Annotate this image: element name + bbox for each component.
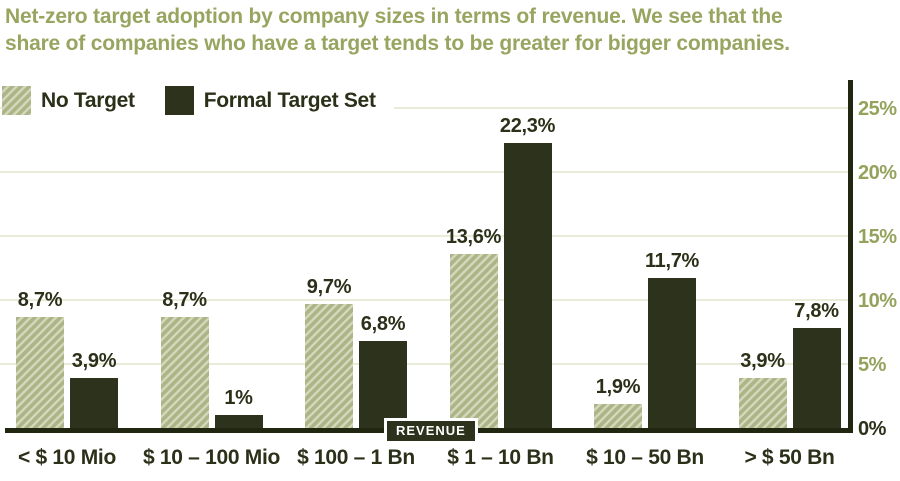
legend-label-formal-target-set: Formal Target Set: [203, 88, 376, 112]
bar-formal-target-5: [648, 278, 696, 428]
gridline-20: [0, 171, 848, 173]
bar-formal-target-2: [214, 415, 263, 428]
bar-formal-target-3: [359, 341, 407, 428]
y-tick-label-25: 25%: [858, 98, 897, 120]
bar-no-target-4: [449, 254, 498, 428]
x-axis-label-2: $ 10 – 100 Mio: [142, 446, 281, 469]
bar-value-label: 9,7%: [306, 276, 352, 298]
bar-value-label: 22,3%: [499, 115, 556, 137]
legend-label-no-target: No Target: [41, 88, 135, 112]
bar-value-label: 1%: [224, 387, 253, 409]
bar-formal-target-6: [792, 328, 841, 428]
bar-value-label: 13,6%: [445, 226, 502, 248]
bar-no-target-6: [738, 378, 787, 428]
x-axis-label-6: > $ 50 Bn: [744, 446, 835, 469]
bar-value-label: 6,8%: [360, 313, 406, 335]
gridline-5: [0, 363, 848, 365]
formal-target-set-swatch-icon: [164, 86, 194, 115]
no-target-swatch-icon: [2, 86, 31, 115]
legend: No Target Formal Target Set: [2, 86, 394, 115]
x-axis-label-4: $ 1 – 10 Bn: [447, 446, 554, 469]
x-axis-label-3: $ 100 – 1 Bn: [297, 446, 415, 469]
chart-title-line2: share of companies who have a target ten…: [5, 32, 790, 56]
legend-item-formal-target-set: Formal Target Set: [164, 86, 376, 115]
plot-area: 8,7% 3,9% 8,7% 1% 9,7% 6,8% 13,6% 22,3% 1,9% 11,7…: [0, 80, 900, 481]
bar-no-target-5: [594, 404, 642, 428]
x-axis-title-badge: REVENUE: [384, 418, 478, 444]
gridline-25: [0, 107, 848, 109]
y-tick-label-15: 15%: [858, 226, 897, 248]
bar-formal-target-4: [503, 143, 552, 428]
bar-no-target-1: [16, 317, 64, 428]
bar-value-label: 1,9%: [595, 376, 641, 398]
y-tick-label-5: 5%: [858, 354, 886, 376]
bar-no-target-3: [305, 304, 353, 428]
bar-value-label: 3,9%: [71, 350, 117, 372]
gridline-10: [0, 299, 848, 301]
y-axis-line: [848, 80, 853, 433]
legend-item-no-target: No Target: [2, 86, 135, 115]
x-axis-label-1: < $ 10 Mio: [18, 446, 116, 469]
bar-value-label: 8,7%: [17, 289, 63, 311]
chart-title: Net-zero target adoption by company size…: [5, 3, 885, 58]
bar-no-target-2: [160, 317, 209, 428]
bar-value-label: 8,7%: [162, 289, 207, 311]
bar-value-label: 11,7%: [644, 250, 700, 272]
bar-formal-target-1: [70, 378, 118, 428]
bar-value-label: 7,8%: [794, 300, 839, 322]
chart-title-line1: Net-zero target adoption by company size…: [5, 5, 783, 28]
y-tick-label-10: 10%: [858, 290, 897, 312]
x-axis-label-5: $ 10 – 50 Bn: [586, 446, 704, 469]
gridline-15: [0, 235, 848, 237]
y-tick-label-0: 0%: [858, 418, 886, 440]
y-tick-label-20: 20%: [858, 162, 897, 184]
bar-value-label: 3,9%: [740, 350, 785, 372]
